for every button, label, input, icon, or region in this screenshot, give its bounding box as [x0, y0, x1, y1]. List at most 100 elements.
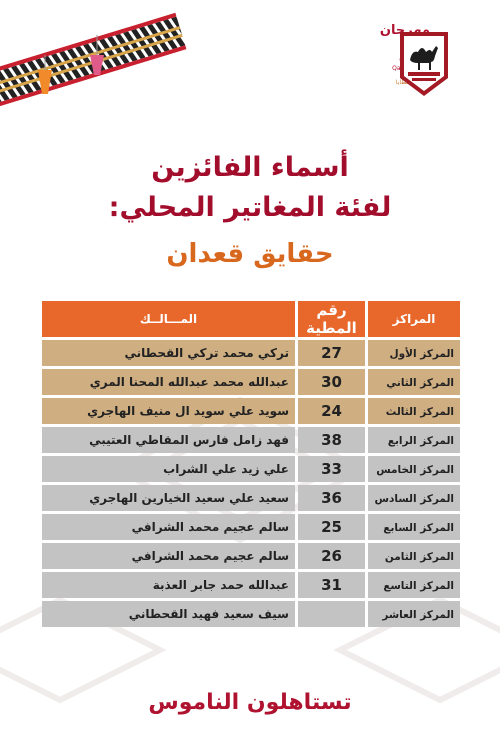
cell-spacer	[295, 456, 298, 482]
rank-cell-text: المركز السابع	[383, 522, 454, 534]
cell-spacer	[365, 369, 368, 395]
owner-cell-text: تركي محمد تركي القحطاني	[124, 346, 289, 360]
rank-cell-text: المركز الرابع	[387, 435, 454, 447]
owner-cell-text: عبدالله محمد عبدالله المحنا المري	[89, 375, 289, 389]
owner-cell: سعيد علي سعيد الخيارين الهاجري	[42, 485, 295, 511]
rank-cell: المركز الخامس	[368, 456, 460, 482]
cell-spacer	[365, 398, 368, 424]
number-cell-text: 30	[321, 373, 342, 391]
rank-cell: المركز السادس	[368, 485, 460, 511]
table-row: المركز الأول 27 تركي محمد تركي القحطاني	[42, 340, 460, 366]
header-rank: المراكز	[368, 301, 460, 337]
number-cell: 33	[298, 456, 365, 482]
table-row: المركز الثاني 30 عبدالله محمد عبدالله المح…	[42, 369, 460, 395]
rank-cell: المركز التاسع	[368, 572, 460, 598]
category-subtitle: حقايق قعدان	[166, 239, 334, 269]
cell-spacer	[295, 398, 298, 424]
woven-band-decoration	[0, 12, 187, 110]
owner-cell: سويد علي سويد ال منيف الهاجري	[42, 398, 295, 424]
rank-cell-text: المركز الأول	[389, 348, 454, 360]
table-row: المركز العاشر سيف سعيد فهيد القحطاني	[42, 601, 460, 627]
rank-cell-text: المركز السادس	[374, 493, 454, 505]
header-owner: المـــالــك	[42, 301, 295, 337]
footer: تستاهلون الناموس	[0, 690, 500, 715]
cell-spacer	[295, 485, 298, 511]
table-header-row: المراكز رقم المطية المـــالــك	[42, 301, 460, 337]
footer-message: تستاهلون الناموس	[148, 690, 352, 715]
rank-cell-text: المركز العاشر	[382, 609, 454, 621]
rank-cell-text: المركز الثالث	[385, 406, 454, 418]
number-cell-text: 26	[321, 547, 342, 565]
owner-cell-text: سالم عجيم محمد الشرافي	[131, 549, 289, 563]
number-cell-text: 25	[321, 518, 342, 536]
rank-cell-text: المركز الخامس	[376, 464, 454, 476]
rank-cell: المركز الثامن	[368, 543, 460, 569]
page-title: أسماء الفائزين	[151, 152, 349, 183]
owner-cell-text: سويد علي سويد ال منيف الهاجري	[87, 404, 289, 418]
cell-spacer	[295, 427, 298, 453]
number-cell-text: 24	[321, 402, 342, 420]
cell-spacer	[365, 572, 368, 598]
cell-spacer	[365, 427, 368, 453]
header: مهرجان قطر للإبل Qatar Camel Festival جر…	[0, 0, 500, 110]
cell-spacer	[295, 340, 298, 366]
cell-spacer	[365, 543, 368, 569]
table-row: المركز الثامن 26 سالم عجيم محمد الشرافي	[42, 543, 460, 569]
owner-cell-text: فهد زامل فارس المقاطي العتيبي	[89, 433, 289, 447]
owner-cell: عبدالله محمد عبدالله المحنا المري	[42, 369, 295, 395]
owner-cell: سيف سعيد فهيد القحطاني	[42, 601, 295, 627]
winners-table: المراكز رقم المطية المـــالــك المركز ال…	[42, 298, 460, 630]
rank-cell: المركز الثاني	[368, 369, 460, 395]
cell-spacer	[365, 514, 368, 540]
owner-cell: عبدالله حمد جابر العذبة	[42, 572, 295, 598]
rank-cell: المركز الأول	[368, 340, 460, 366]
owner-cell: فهد زامل فارس المقاطي العتيبي	[42, 427, 295, 453]
cell-spacer	[365, 340, 368, 366]
owner-cell-text: عبدالله حمد جابر العذبة	[152, 578, 289, 592]
cell-spacer	[365, 485, 368, 511]
owner-cell: سالم عجيم محمد الشرافي	[42, 543, 295, 569]
number-cell-text: 38	[321, 431, 342, 449]
owner-cell-text: سعيد علي سعيد الخيارين الهاجري	[89, 491, 289, 505]
number-cell-text: 36	[321, 489, 342, 507]
number-cell: 31	[298, 572, 365, 598]
owner-cell-text: سيف سعيد فهيد القحطاني	[128, 607, 289, 621]
number-cell-text: 27	[321, 344, 342, 362]
owner-cell: علي زيد علي الشراب	[42, 456, 295, 482]
cell-spacer	[295, 514, 298, 540]
number-cell-text: 33	[321, 460, 342, 478]
table-row: المركز التاسع 31 عبدالله حمد جابر العذبة	[42, 572, 460, 598]
number-cell: 26	[298, 543, 365, 569]
number-cell	[298, 601, 365, 627]
cell-spacer	[295, 369, 298, 395]
cell-spacer	[295, 543, 298, 569]
table-row: المركز السادس 36 سعيد علي سعيد الخيارين ال…	[42, 485, 460, 511]
number-cell: 27	[298, 340, 365, 366]
owner-cell-text: سالم عجيم محمد الشرافي	[131, 520, 289, 534]
table-row: المركز الخامس 33 علي زيد علي الشراب	[42, 456, 460, 482]
number-cell: 25	[298, 514, 365, 540]
rank-cell: المركز العاشر	[368, 601, 460, 627]
rank-cell-text: المركز الثاني	[386, 377, 454, 389]
rank-cell: المركز السابع	[368, 514, 460, 540]
cell-spacer	[295, 572, 298, 598]
header-spacer	[365, 301, 368, 337]
number-cell-text: 31	[321, 576, 342, 594]
rank-cell: المركز الرابع	[368, 427, 460, 453]
table-row: المركز الرابع 38 فهد زامل فارس المقاطي الع…	[42, 427, 460, 453]
header-spacer	[295, 301, 298, 337]
table-row: المركز الثالث 24 سويد علي سويد ال منيف اله…	[42, 398, 460, 424]
title-block: أسماء الفائزين لفئة المغاتير المحلي: حقا…	[0, 152, 500, 270]
number-cell: 38	[298, 427, 365, 453]
owner-cell: سالم عجيم محمد الشرافي	[42, 514, 295, 540]
number-cell: 24	[298, 398, 365, 424]
category-title: لفئة المغاتير المحلي:	[108, 192, 392, 223]
owner-cell: تركي محمد تركي القحطاني	[42, 340, 295, 366]
owner-cell-text: علي زيد علي الشراب	[163, 462, 289, 476]
table-row: المركز السابع 25 سالم عجيم محمد الشرافي	[42, 514, 460, 540]
camel-emblem-icon	[400, 32, 448, 96]
header-number: رقم المطية	[298, 301, 365, 337]
cell-spacer	[365, 601, 368, 627]
cell-spacer	[365, 456, 368, 482]
number-cell: 36	[298, 485, 365, 511]
